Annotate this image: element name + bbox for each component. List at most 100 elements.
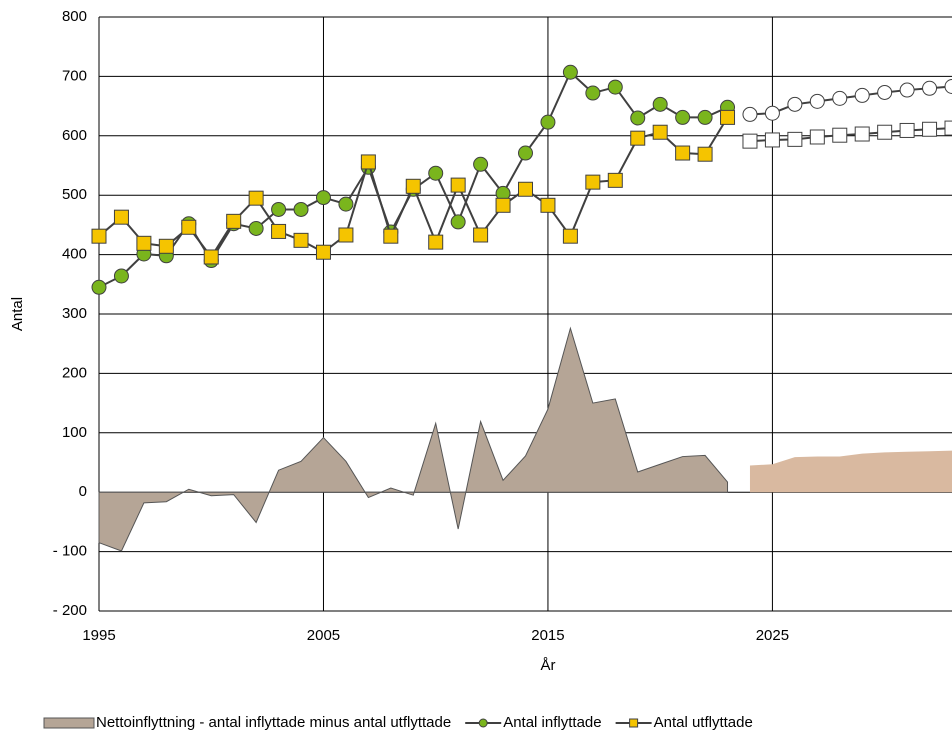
legend: Nettoinflyttning - antal inflyttade minu… — [43, 714, 753, 731]
marker — [675, 145, 691, 161]
marker — [585, 85, 601, 101]
marker — [877, 84, 893, 100]
marker — [742, 106, 758, 122]
y-tick-label: 700 — [62, 67, 87, 84]
marker — [652, 96, 668, 112]
marker — [742, 133, 758, 149]
marker — [113, 209, 129, 225]
marker — [630, 110, 646, 126]
marker — [540, 197, 556, 213]
marker — [720, 109, 736, 125]
marker — [428, 165, 444, 181]
marker — [315, 190, 331, 206]
marker — [226, 213, 242, 229]
line — [749, 85, 952, 116]
legend-marker — [629, 718, 639, 728]
marker — [271, 201, 287, 217]
marker — [473, 227, 489, 243]
x-tick-label: 1995 — [82, 627, 115, 644]
marker — [899, 122, 915, 138]
marker — [338, 227, 354, 243]
marker — [764, 132, 780, 148]
y-tick-label: 500 — [62, 186, 87, 203]
marker — [473, 156, 489, 172]
area — [98, 326, 729, 552]
marker — [248, 220, 264, 236]
marker — [518, 181, 533, 197]
marker — [383, 228, 399, 244]
y-tick-label: 200 — [62, 364, 87, 381]
marker — [697, 109, 713, 125]
y-tick-label: - 100 — [53, 543, 87, 560]
marker — [809, 93, 825, 109]
marker — [809, 129, 825, 145]
lines — [91, 64, 952, 295]
marker — [585, 174, 601, 190]
marker — [450, 214, 466, 230]
legend-label: Antal inflyttade — [503, 714, 601, 731]
x-tick-label: 2025 — [756, 627, 789, 644]
area — [749, 450, 952, 493]
marker — [764, 105, 780, 121]
marker — [854, 126, 870, 142]
legend-label: Nettoinflyttning - antal inflyttade minu… — [96, 714, 451, 731]
marker — [91, 228, 107, 244]
marker — [562, 64, 578, 80]
legend-marker — [478, 718, 488, 728]
marker — [854, 87, 870, 103]
y-tick-label: - 200 — [53, 602, 87, 619]
x-tick-label: 2005 — [307, 627, 340, 644]
marker — [158, 238, 174, 254]
marker — [136, 235, 152, 251]
x-axis-label: År — [541, 657, 556, 674]
areas — [98, 326, 952, 552]
marker — [338, 196, 354, 212]
marker — [91, 279, 107, 295]
marker — [899, 82, 915, 98]
x-tick-label: 2015 — [531, 627, 564, 644]
y-tick-label: 0 — [79, 483, 87, 500]
legend-swatch — [43, 717, 95, 729]
marker — [944, 120, 952, 136]
marker — [405, 178, 421, 194]
marker — [562, 228, 578, 244]
marker — [293, 232, 309, 248]
marker — [271, 223, 287, 239]
marker — [652, 124, 668, 140]
y-tick-label: 600 — [62, 127, 87, 144]
y-axis-label: Antal — [9, 297, 26, 331]
marker — [248, 190, 264, 206]
marker — [360, 154, 376, 170]
y-tick-label: 100 — [62, 424, 87, 441]
y-tick-label: 800 — [62, 8, 87, 25]
line — [749, 127, 952, 143]
marker — [877, 124, 893, 140]
marker — [181, 219, 197, 235]
y-tick-label: 400 — [62, 246, 87, 263]
legend-label: Antal utflyttade — [654, 714, 753, 731]
marker — [607, 79, 623, 95]
marker — [203, 249, 219, 265]
marker — [540, 114, 556, 130]
marker — [495, 197, 511, 213]
marker — [922, 121, 938, 137]
marker — [450, 177, 466, 193]
marker — [944, 79, 952, 94]
marker — [922, 80, 938, 96]
marker — [832, 90, 848, 106]
marker — [607, 172, 623, 188]
grid — [98, 16, 952, 612]
marker — [787, 96, 803, 112]
marker — [697, 146, 713, 162]
marker — [630, 130, 646, 146]
marker — [293, 201, 309, 217]
y-tick-label: 300 — [62, 305, 87, 322]
marker — [787, 131, 803, 147]
marker — [832, 127, 848, 143]
marker — [518, 145, 533, 161]
marker — [315, 244, 331, 260]
marker — [675, 109, 691, 125]
marker — [113, 268, 129, 284]
marker — [428, 234, 444, 250]
